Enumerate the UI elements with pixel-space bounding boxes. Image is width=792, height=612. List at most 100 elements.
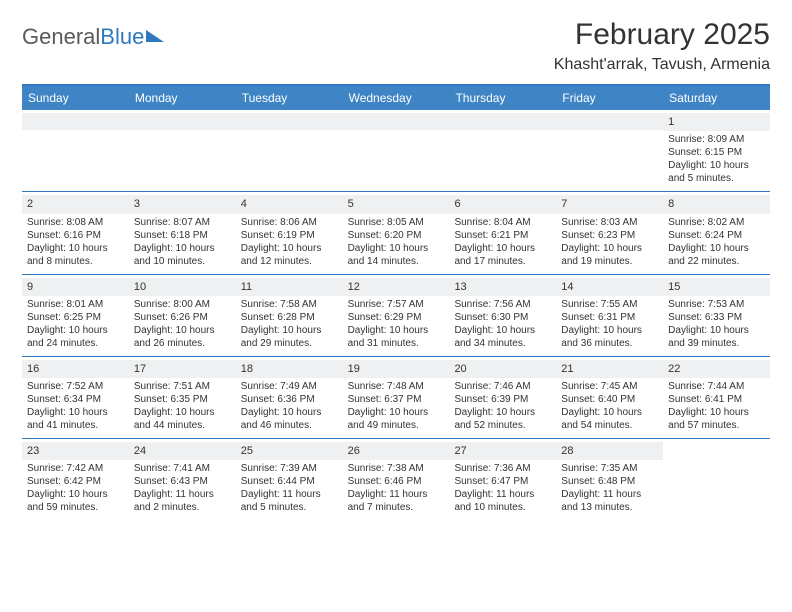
day-number: 4	[236, 195, 343, 213]
sunset-text: Sunset: 6:30 PM	[454, 311, 551, 324]
day-number: 23	[22, 442, 129, 460]
sunrise-text: Sunrise: 7:46 AM	[454, 380, 551, 393]
sunset-text: Sunset: 6:29 PM	[348, 311, 445, 324]
sunset-text: Sunset: 6:42 PM	[27, 475, 124, 488]
sunrise-text: Sunrise: 8:02 AM	[668, 216, 765, 229]
day-cell-empty	[343, 110, 450, 191]
day-number: 9	[22, 278, 129, 296]
sunrise-text: Sunrise: 7:35 AM	[561, 462, 658, 475]
day-number: 25	[236, 442, 343, 460]
sunset-text: Sunset: 6:26 PM	[134, 311, 231, 324]
sunrise-text: Sunrise: 8:01 AM	[27, 298, 124, 311]
sunrise-text: Sunrise: 8:03 AM	[561, 216, 658, 229]
day-number: 14	[556, 278, 663, 296]
calendar-page: GeneralBlue February 2025 Khasht'arrak, …	[0, 0, 792, 530]
daylight-text: Daylight: 11 hours and 7 minutes.	[348, 488, 445, 514]
day-number: 13	[449, 278, 556, 296]
day-cell: 15Sunrise: 7:53 AMSunset: 6:33 PMDayligh…	[663, 275, 770, 356]
sunrise-text: Sunrise: 7:38 AM	[348, 462, 445, 475]
day-cell: 12Sunrise: 7:57 AMSunset: 6:29 PMDayligh…	[343, 275, 450, 356]
day-number	[343, 113, 450, 130]
daylight-text: Daylight: 10 hours and 31 minutes.	[348, 324, 445, 350]
sunrise-text: Sunrise: 8:04 AM	[454, 216, 551, 229]
daylight-text: Daylight: 10 hours and 57 minutes.	[668, 406, 765, 432]
sunrise-text: Sunrise: 7:42 AM	[27, 462, 124, 475]
sunrise-text: Sunrise: 8:05 AM	[348, 216, 445, 229]
day-number: 10	[129, 278, 236, 296]
sunset-text: Sunset: 6:15 PM	[668, 146, 765, 159]
sunset-text: Sunset: 6:48 PM	[561, 475, 658, 488]
daylight-text: Daylight: 10 hours and 5 minutes.	[668, 159, 765, 185]
week-row: 23Sunrise: 7:42 AMSunset: 6:42 PMDayligh…	[22, 439, 770, 520]
day-cell: 9Sunrise: 8:01 AMSunset: 6:25 PMDaylight…	[22, 275, 129, 356]
day-number: 21	[556, 360, 663, 378]
daylight-text: Daylight: 10 hours and 34 minutes.	[454, 324, 551, 350]
day-cell: 23 Sunrise: 7:42 AMSunset: 6:42 PMDayligh…	[22, 439, 129, 520]
sunset-text: Sunset: 6:40 PM	[561, 393, 658, 406]
sunset-text: Sunset: 6:16 PM	[27, 229, 124, 242]
daylight-text: Daylight: 10 hours and 41 minutes.	[27, 406, 124, 432]
day-number: 22	[663, 360, 770, 378]
daylight-text: Daylight: 10 hours and 29 minutes.	[241, 324, 338, 350]
day-number	[449, 113, 556, 130]
week-row: 9Sunrise: 8:01 AMSunset: 6:25 PMDaylight…	[22, 275, 770, 357]
day-cell: 10Sunrise: 8:00 AMSunset: 6:26 PMDayligh…	[129, 275, 236, 356]
sunrise-text: Sunrise: 7:48 AM	[348, 380, 445, 393]
logo-text-2: Blue	[100, 24, 144, 50]
sunset-text: Sunset: 6:34 PM	[27, 393, 124, 406]
day-number	[22, 113, 129, 130]
sunrise-text: Sunrise: 7:36 AM	[454, 462, 551, 475]
daylight-text: Daylight: 10 hours and 12 minutes.	[241, 242, 338, 268]
day-cell: 21Sunrise: 7:45 AMSunset: 6:40 PMDayligh…	[556, 357, 663, 438]
sunset-text: Sunset: 6:39 PM	[454, 393, 551, 406]
sunrise-text: Sunrise: 8:09 AM	[668, 133, 765, 146]
sunrise-text: Sunrise: 8:06 AM	[241, 216, 338, 229]
daylight-text: Daylight: 10 hours and 44 minutes.	[134, 406, 231, 432]
week-row: 1Sunrise: 8:09 AMSunset: 6:15 PMDaylight…	[22, 110, 770, 192]
day-number: 26	[343, 442, 450, 460]
daylight-text: Daylight: 10 hours and 59 minutes.	[27, 488, 124, 514]
logo-triangle-icon	[146, 30, 164, 42]
day-number: 7	[556, 195, 663, 213]
day-number	[556, 113, 663, 130]
daylight-text: Daylight: 10 hours and 14 minutes.	[348, 242, 445, 268]
day-cell-empty	[236, 110, 343, 191]
day-number	[236, 113, 343, 130]
sunset-text: Sunset: 6:37 PM	[348, 393, 445, 406]
day-cell: 19Sunrise: 7:48 AMSunset: 6:37 PMDayligh…	[343, 357, 450, 438]
sunrise-text: Sunrise: 7:44 AM	[668, 380, 765, 393]
day-number: 27	[449, 442, 556, 460]
sunset-text: Sunset: 6:31 PM	[561, 311, 658, 324]
day-cell: 6Sunrise: 8:04 AMSunset: 6:21 PMDaylight…	[449, 192, 556, 273]
weekday-header: Sunday	[22, 86, 129, 110]
weekday-header: Tuesday	[236, 86, 343, 110]
day-cell: 25Sunrise: 7:39 AMSunset: 6:44 PMDayligh…	[236, 439, 343, 520]
daylight-text: Daylight: 10 hours and 39 minutes.	[668, 324, 765, 350]
day-cell: 27Sunrise: 7:36 AMSunset: 6:47 PMDayligh…	[449, 439, 556, 520]
daylight-text: Daylight: 11 hours and 2 minutes.	[134, 488, 231, 514]
day-number: 6	[449, 195, 556, 213]
weekday-header: Friday	[556, 86, 663, 110]
day-cell: 22Sunrise: 7:44 AMSunset: 6:41 PMDayligh…	[663, 357, 770, 438]
day-number: 24	[129, 442, 236, 460]
sunset-text: Sunset: 6:46 PM	[348, 475, 445, 488]
logo: GeneralBlue	[22, 24, 164, 50]
sunset-text: Sunset: 6:18 PM	[134, 229, 231, 242]
title-block: February 2025 Khasht'arrak, Tavush, Arme…	[554, 18, 770, 74]
daylight-text: Daylight: 11 hours and 5 minutes.	[241, 488, 338, 514]
sunset-text: Sunset: 6:36 PM	[241, 393, 338, 406]
sunset-text: Sunset: 6:28 PM	[241, 311, 338, 324]
day-number: 3	[129, 195, 236, 213]
day-cell: 5Sunrise: 8:05 AMSunset: 6:20 PMDaylight…	[343, 192, 450, 273]
day-cell: 24Sunrise: 7:41 AMSunset: 6:43 PMDayligh…	[129, 439, 236, 520]
daylight-text: Daylight: 11 hours and 13 minutes.	[561, 488, 658, 514]
sunrise-text: Sunrise: 7:53 AM	[668, 298, 765, 311]
daylight-text: Daylight: 10 hours and 54 minutes.	[561, 406, 658, 432]
sunset-text: Sunset: 6:19 PM	[241, 229, 338, 242]
day-cell-empty	[22, 110, 129, 191]
day-cell: 20Sunrise: 7:46 AMSunset: 6:39 PMDayligh…	[449, 357, 556, 438]
daylight-text: Daylight: 10 hours and 24 minutes.	[27, 324, 124, 350]
day-number: 12	[343, 278, 450, 296]
day-cell-empty	[663, 439, 770, 520]
weekday-header-row: SundayMondayTuesdayWednesdayThursdayFrid…	[22, 86, 770, 110]
